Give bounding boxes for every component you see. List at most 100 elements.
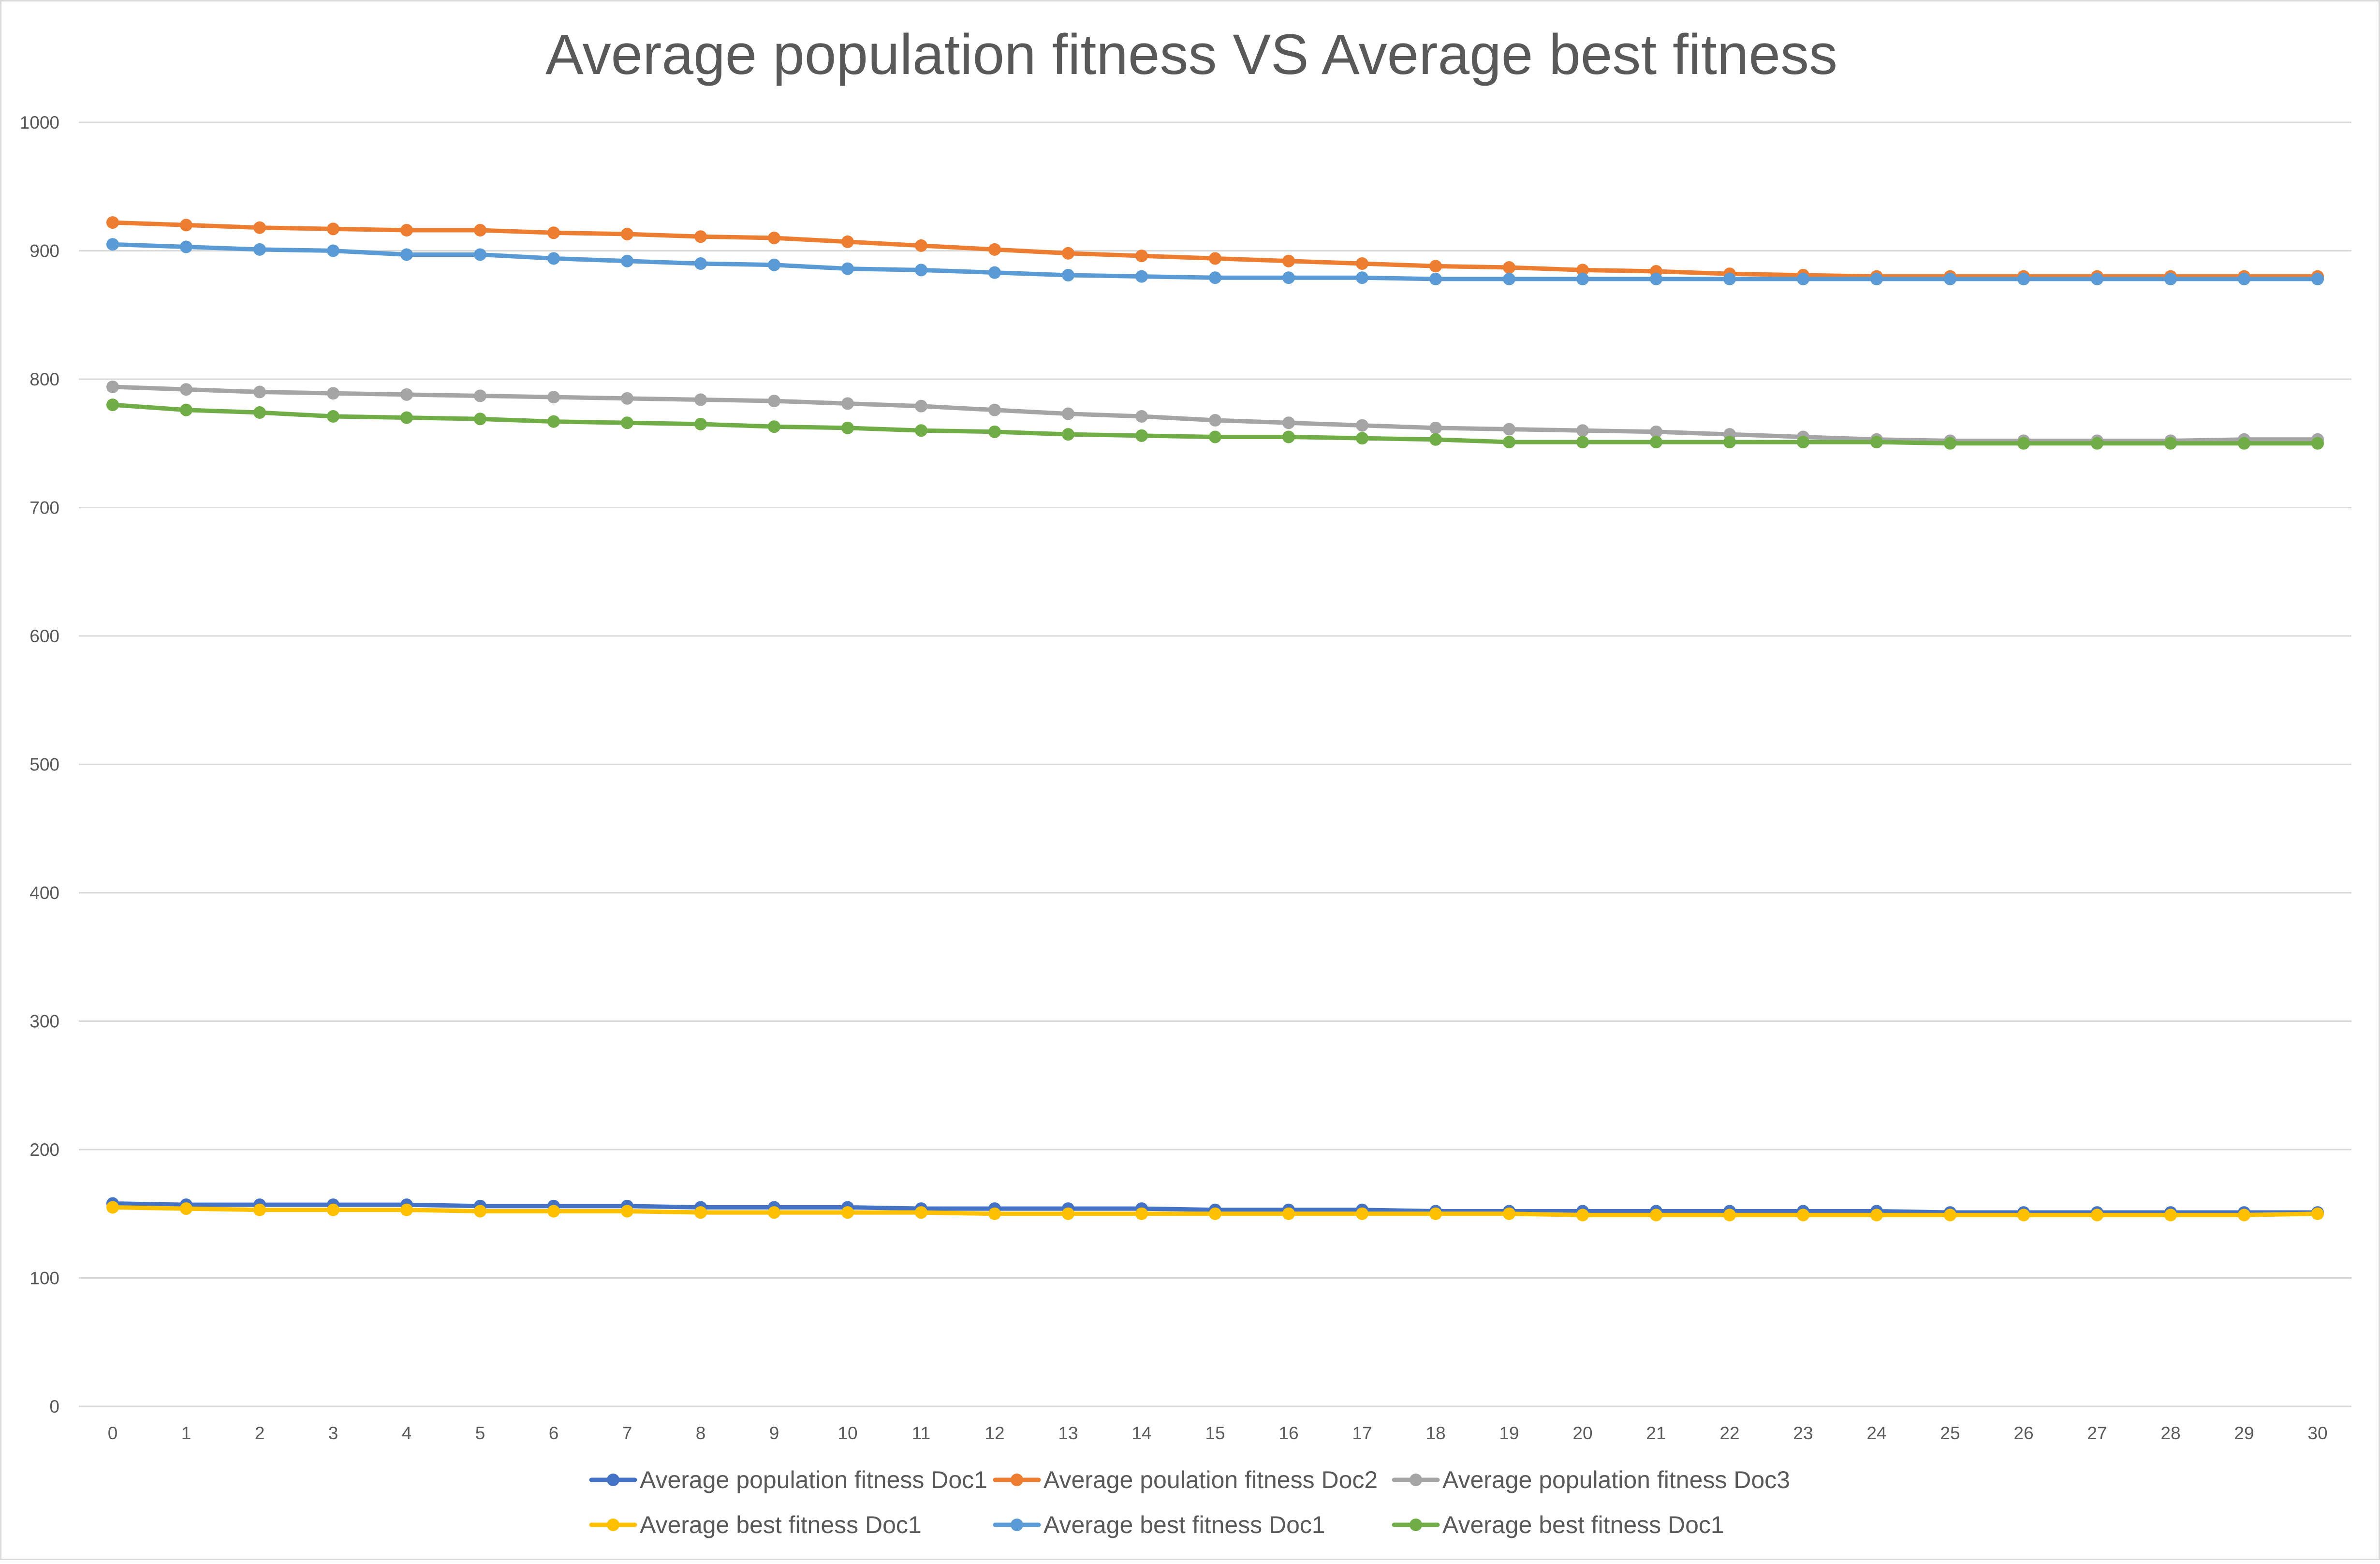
data-point (988, 1207, 1001, 1220)
x-tick-label: 19 (1499, 1423, 1519, 1443)
data-point (1356, 257, 1368, 270)
data-point (1576, 272, 1589, 285)
legend: Average population fitness Doc1 Average p… (589, 1466, 1790, 1538)
data-point (327, 1203, 339, 1216)
x-tick-label: 16 (1278, 1423, 1298, 1443)
data-point (400, 1203, 413, 1216)
data-point (1650, 425, 1662, 438)
data-point (1723, 272, 1736, 285)
data-point (106, 238, 119, 251)
y-tick-label: 400 (29, 883, 59, 903)
data-point (988, 425, 1001, 438)
data-point (1429, 1207, 1442, 1220)
data-point (2164, 1209, 2177, 1222)
legend-label: Average best fitness Doc1 (1442, 1511, 1724, 1538)
data-point (1209, 271, 1221, 284)
y-axis-tick-labels: 0 100 200 300 400 500 600 700 800 900 1000 (20, 113, 59, 1416)
data-point (400, 388, 413, 401)
data-point (1503, 436, 1515, 449)
x-tick-label: 11 (912, 1423, 930, 1443)
data-point (327, 244, 339, 257)
x-tick-label: 5 (475, 1423, 485, 1443)
data-point (1282, 254, 1295, 267)
data-point (1944, 272, 1956, 285)
data-point (327, 410, 339, 423)
legend-item: Average best fitness Doc1 (1392, 1511, 1724, 1538)
data-point (1870, 436, 1883, 449)
data-point (1429, 260, 1442, 273)
chart-title: Average population fitness VS Average be… (545, 23, 1837, 87)
data-point (106, 1201, 119, 1214)
data-point (1282, 430, 1295, 443)
data-point (106, 216, 119, 229)
data-point (841, 421, 854, 434)
data-point (1282, 271, 1295, 284)
data-point (1062, 1207, 1074, 1220)
data-point (694, 230, 707, 243)
data-point (253, 221, 266, 234)
series-4 (106, 238, 2324, 285)
data-point (915, 239, 927, 252)
x-tick-label: 0 (108, 1423, 118, 1443)
data-point (1209, 413, 1221, 427)
data-point (768, 1206, 780, 1219)
data-point (768, 395, 780, 408)
data-point (1356, 419, 1368, 432)
data-point (1429, 433, 1442, 446)
data-point (180, 1202, 192, 1215)
data-point (1429, 421, 1442, 434)
data-point (1723, 1209, 1736, 1222)
x-tick-label: 14 (1131, 1423, 1151, 1443)
legend-item: Average population fitness Doc3 (1392, 1466, 1790, 1493)
data-point (621, 1205, 633, 1218)
data-point (400, 411, 413, 424)
data-point (1650, 436, 1662, 449)
y-tick-label: 500 (29, 755, 59, 775)
x-tick-label: 9 (769, 1423, 779, 1443)
data-point (1576, 436, 1589, 449)
data-point (1870, 272, 1883, 285)
data-point (400, 248, 413, 261)
x-tick-label: 26 (2013, 1423, 2033, 1443)
data-point (1356, 432, 1368, 445)
data-point (1503, 423, 1515, 436)
x-tick-label: 7 (622, 1423, 632, 1443)
legend-swatch-marker (1011, 1474, 1023, 1486)
y-tick-label: 600 (29, 626, 59, 646)
data-point (988, 266, 1001, 279)
x-tick-label: 6 (549, 1423, 559, 1443)
data-point (1944, 437, 1956, 450)
data-point (2238, 272, 2250, 285)
data-point (915, 399, 927, 413)
y-tick-label: 100 (29, 1269, 59, 1288)
x-tick-label: 18 (1425, 1423, 1445, 1443)
data-point (1135, 250, 1148, 263)
x-tick-label: 27 (2087, 1423, 2107, 1443)
gridlines (79, 121, 2351, 1407)
data-point (768, 231, 780, 244)
data-point (1650, 272, 1662, 285)
legend-swatch-marker (1410, 1474, 1422, 1486)
legend-item: Average poulation fitness Doc2 (993, 1466, 1378, 1493)
data-point (2311, 1207, 2324, 1220)
data-point (400, 224, 413, 237)
x-tick-label: 20 (1572, 1423, 1592, 1443)
data-point (1797, 272, 1809, 285)
data-point (841, 1206, 854, 1219)
data-point (474, 389, 486, 402)
data-point (1356, 271, 1368, 284)
data-point (1576, 424, 1589, 437)
data-point (547, 226, 560, 239)
data-point (1062, 428, 1074, 441)
data-point (694, 393, 707, 406)
x-tick-label: 29 (2234, 1423, 2254, 1443)
data-point (2017, 1209, 2030, 1222)
x-tick-label: 24 (1866, 1423, 1886, 1443)
data-point (1429, 272, 1442, 285)
data-point (1576, 264, 1589, 277)
data-point (1135, 410, 1148, 423)
data-point (1282, 416, 1295, 429)
data-point (547, 415, 560, 428)
data-point (2164, 272, 2177, 285)
legend-label: Average population fitness Doc1 (640, 1466, 987, 1493)
